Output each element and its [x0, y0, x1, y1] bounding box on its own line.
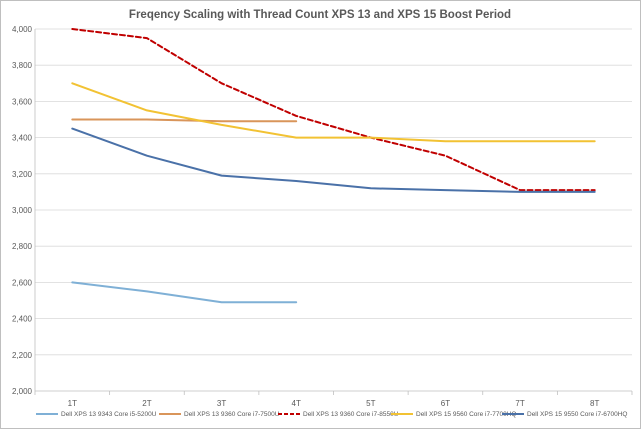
x-tick-label: 1T: [68, 399, 77, 408]
y-tick-label: 3,600: [12, 97, 33, 106]
x-tick-label: 4T: [292, 399, 301, 408]
legend-label: Dell XPS 13 9360 Core i7-7500U: [184, 411, 280, 418]
y-axis-ticks: 2,000 2,200 2,400 2,600 2,800 3,000 3,200 3,400…: [12, 25, 33, 396]
series-line-1: [71, 281, 298, 304]
x-axis-ticks: 1T 2T 3T 4T 5T 6T 7T 8T: [34, 391, 633, 408]
x-tick-label: 3T: [217, 399, 226, 408]
x-tick-label: 7T: [515, 399, 524, 408]
y-tick-label: 3,000: [12, 206, 33, 215]
x-tick-label: 6T: [441, 399, 450, 408]
y-tick-label: 3,800: [12, 61, 33, 70]
series-line-3: [71, 28, 596, 192]
series-line-4: [71, 82, 596, 143]
series-line-2: [71, 118, 298, 123]
chart-title: Freqency Scaling with Thread Count XPS 1…: [129, 9, 511, 21]
x-tick-label: 5T: [366, 399, 375, 408]
x-tick-label: 8T: [590, 399, 599, 408]
legend-label: Dell XPS 13 9360 Core i7-8550U: [303, 411, 399, 418]
series-line-5: [71, 127, 596, 193]
gridlines: [34, 28, 632, 392]
y-tick-label: 2,200: [12, 351, 33, 360]
legend-label: Dell XPS 13 9343 Core i5-5200U: [61, 411, 157, 418]
x-tick-label: 2T: [142, 399, 151, 408]
legend: Dell XPS 13 9343 Core i5-5200U Dell XPS 1…: [36, 411, 627, 418]
legend-label: Dell XPS 15 9560 Core i7-7700HQ: [416, 411, 516, 418]
series-layer: [71, 28, 596, 304]
y-tick-label: 2,800: [12, 242, 33, 251]
y-tick-label: 3,200: [12, 170, 33, 179]
y-tick-label: 4,000: [12, 25, 33, 34]
legend-label: Dell XPS 15 9550 Core i7-6700HQ: [527, 411, 627, 418]
y-tick-label: 3,400: [12, 134, 33, 143]
y-tick-label: 2,000: [12, 387, 33, 396]
y-tick-label: 2,600: [12, 278, 33, 287]
y-tick-label: 2,400: [12, 315, 33, 324]
